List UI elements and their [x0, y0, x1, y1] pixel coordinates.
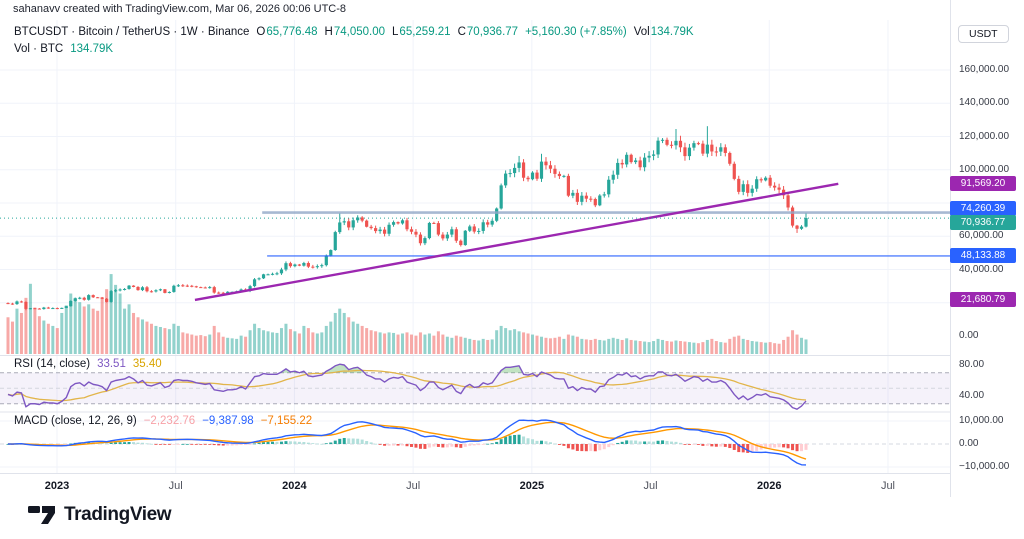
- volume-value-header: Vol 134.79K: [633, 26, 694, 38]
- currency-button[interactable]: USDT: [958, 25, 1009, 43]
- pane-separators: [0, 355, 1024, 474]
- brand-name[interactable]: TradingView: [64, 504, 172, 525]
- time-label-jul-7: Jul: [880, 480, 895, 492]
- ohlc-open: O 65,776.48: [256, 26, 318, 38]
- symbol-legend[interactable]: BTCUSDT · Bitcoin / TetherUS · 1W · Bina…: [14, 26, 694, 38]
- price-tick: 100,000.00: [959, 163, 1010, 175]
- macd-hist-value: −2,232.76: [143, 415, 196, 427]
- watermark: sahanavv created with TradingView.com, M…: [13, 3, 347, 15]
- time-label-2025-4: 2025: [519, 480, 545, 492]
- time-label-jul-1: Jul: [168, 480, 183, 492]
- rsi-pane-plot: [0, 363, 950, 410]
- price-tick: 40,000.00: [959, 263, 1004, 275]
- macd-value: −9,387.98: [202, 415, 254, 427]
- price-tick: 60,000.00: [959, 230, 1004, 242]
- footer: TradingView: [28, 503, 172, 527]
- candlestick-series: [6, 126, 808, 311]
- macd-pane-plot: [0, 419, 950, 466]
- ohlc-close: C 70,936.77: [457, 26, 519, 38]
- rsi-tick: 40.00: [959, 390, 985, 401]
- macd-legend[interactable]: MACD (close, 12, 26, 9) −2,232.76 −9,387…: [14, 415, 313, 427]
- price-axis-panel[interactable]: USDT 160,000.00 140,000.00 120,000.00 100,0…: [950, 0, 1024, 497]
- time-label-2024-2: 2024: [282, 480, 307, 492]
- rsi-ma-value: 35.40: [132, 358, 162, 370]
- change-value: +5,160.30 (+7.85%): [525, 26, 627, 38]
- ohlc-high: H 74,050.00: [324, 26, 386, 38]
- tradingview-icon[interactable]: [28, 503, 56, 527]
- price-tick: 140,000.00: [959, 97, 1010, 109]
- price-badge-74260: 74,260.39: [950, 200, 1016, 216]
- grid: [0, 20, 950, 473]
- macd-signal-value: −7,155.22: [260, 415, 313, 427]
- time-label-jul-3: Jul: [406, 480, 421, 492]
- trendline: [194, 182, 839, 302]
- rsi-legend[interactable]: RSI (14, close) 33.51 35.40: [14, 358, 162, 370]
- rsi-value: 33.51: [97, 358, 126, 370]
- volume-legend[interactable]: Vol · BTC 134.79K: [14, 43, 114, 55]
- price-tick: 120,000.00: [959, 130, 1010, 142]
- price-badge-48133: 48,133.88: [950, 248, 1016, 264]
- macd-tick: 10,000.00: [959, 415, 1004, 426]
- time-label-2023-0: 2023: [44, 480, 70, 492]
- symbol-title: BTCUSDT · Bitcoin / TetherUS · 1W · Bina…: [14, 26, 250, 38]
- volume-series: [6, 274, 808, 354]
- rsi-tick: 80.00: [959, 359, 985, 370]
- price-badge-91569: 91,569.20: [950, 176, 1016, 192]
- macd-tick: −10,000.00: [959, 461, 1010, 472]
- time-label-2026-6: 2026: [757, 480, 782, 492]
- price-tick: 0.00: [959, 330, 979, 341]
- price-badge-21680: 21,680.79: [950, 292, 1016, 308]
- macd-tick: 0.00: [959, 438, 979, 449]
- ohlc-low: L 65,259.21: [392, 26, 451, 38]
- drawing-tools[interactable]: [0, 182, 950, 302]
- price-badge-70936: 70,936.77: [950, 214, 1016, 230]
- time-axis[interactable]: 2023 Jul 2024 Jul 2025 Jul 2026 Jul: [0, 474, 950, 497]
- price-tick: 160,000.00: [959, 64, 1010, 75]
- time-label-jul-5: Jul: [643, 480, 658, 492]
